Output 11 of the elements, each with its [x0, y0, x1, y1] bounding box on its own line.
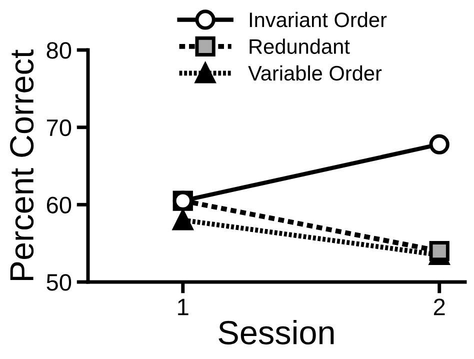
y-tick-label: 80 [46, 42, 72, 59]
x-tick-label: 2 [434, 298, 445, 316]
y-tick-label: 70 [46, 119, 72, 136]
y-tick-label: 50 [46, 274, 72, 291]
legend-label: Variable Order [248, 65, 382, 81]
x-tick-label: 1 [178, 298, 188, 316]
x-axis-title: Session [218, 320, 334, 344]
legend-label: Invariant Order [250, 12, 387, 28]
y-axis-title: Percent Correct [10, 50, 34, 280]
legend-label: Redundant [250, 38, 350, 54]
y-tick-label: 60 [46, 196, 72, 214]
